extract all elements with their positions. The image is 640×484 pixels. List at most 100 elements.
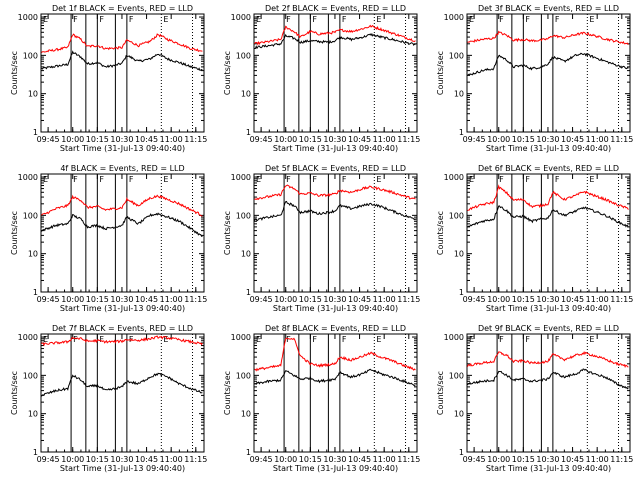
series-line-lld: [41, 335, 203, 347]
x-tick-label: 10:45: [348, 295, 371, 304]
panel-7: Det 7f BLACK = Events, RED = LLD 1 10 100 10…: [10, 324, 207, 473]
x-tick-label: 10:00: [274, 135, 297, 144]
event-marker-label: F: [99, 15, 104, 24]
event-marker-label: F: [312, 175, 317, 184]
x-tick-label: 10:00: [61, 455, 84, 464]
event-marker-label: F: [555, 175, 560, 184]
panel-title: Det 5f BLACK = Events, RED = LLD: [265, 164, 406, 173]
event-marker-label: F: [312, 15, 317, 24]
x-tick-label: 11:15: [184, 455, 207, 464]
x-axis-label: Start Time (31-Jul-13 09:40:40): [60, 464, 185, 473]
event-marker-label: F: [342, 15, 347, 24]
x-tick-label: 10:15: [299, 135, 322, 144]
event-marker-label: E: [43, 335, 48, 344]
x-tick-label: 10:45: [561, 455, 584, 464]
event-marker-label: E: [376, 175, 381, 184]
x-tick-label: 10:00: [274, 455, 297, 464]
x-tick-label: 10:15: [86, 455, 109, 464]
y-tick-label: 1: [33, 288, 38, 297]
plot-frame: [40, 13, 205, 133]
series-line-events: [467, 205, 629, 228]
x-tick-label: 10:30: [110, 295, 133, 304]
x-tick-label: 10:15: [86, 135, 109, 144]
event-marker-label: F: [499, 15, 504, 24]
event-marker-label: F: [286, 15, 291, 24]
y-axis-label: Counts/sec: [436, 211, 445, 255]
event-marker-label: F: [286, 335, 291, 344]
x-tick-label: 10:30: [323, 295, 346, 304]
y-axis-label: Counts/sec: [436, 51, 445, 95]
plot-frame: [466, 13, 631, 133]
event-marker-label: F: [129, 15, 134, 24]
panel-6: Det 6f BLACK = Events, RED = LLD 1 10 100 10…: [436, 164, 633, 313]
event-marker-label: F: [525, 335, 530, 344]
x-tick-label: 09:45: [250, 135, 273, 144]
y-tick-label: 10: [241, 250, 251, 259]
event-marker-label: E: [469, 335, 474, 344]
series-line-events: [254, 200, 416, 222]
panel-title: 4f BLACK = Events, RED = LLD: [60, 164, 184, 173]
x-tick-label: 10:45: [561, 135, 584, 144]
series-line-lld: [254, 24, 416, 46]
panel-9: Det 9f BLACK = Events, RED = LLD 1 10 100 10…: [436, 324, 633, 473]
y-tick-label: 100: [23, 371, 38, 380]
x-tick-label: 10:15: [86, 295, 109, 304]
y-tick-label: 1000: [444, 333, 464, 342]
y-tick-label: 1: [33, 448, 38, 457]
y-tick-label: 1: [246, 448, 251, 457]
series-line-events: [41, 212, 203, 238]
series-line-lld: [41, 33, 203, 53]
x-axis-label: Start Time (31-Jul-13 09:40:40): [273, 304, 398, 313]
y-tick-label: 1: [246, 128, 251, 137]
y-tick-label: 1000: [444, 173, 464, 182]
x-tick-label: 11:00: [160, 295, 183, 304]
x-axis-label: Start Time (31-Jul-13 09:40:40): [60, 144, 185, 153]
y-axis-label: Counts/sec: [223, 371, 232, 415]
y-tick-label: 1000: [18, 173, 38, 182]
panel-4: 4f BLACK = Events, RED = LLD 1 10 100 1000 09…: [10, 164, 207, 313]
y-tick-label: 100: [449, 51, 464, 60]
y-tick-label: 10: [241, 410, 251, 419]
series-line-events: [41, 372, 203, 397]
event-marker-label: F: [286, 175, 291, 184]
event-marker-label: E: [589, 335, 594, 344]
x-tick-label: 09:45: [250, 455, 273, 464]
y-tick-label: 100: [236, 371, 251, 380]
event-marker-label: F: [73, 175, 78, 184]
series-line-lld: [254, 184, 416, 201]
y-tick-label: 10: [28, 90, 38, 99]
event-marker-label: F: [525, 175, 530, 184]
plot-frame: [253, 173, 418, 293]
x-tick-label: 10:00: [274, 295, 297, 304]
event-marker-label: E: [376, 335, 381, 344]
event-marker-label: F: [555, 15, 560, 24]
panel-title: Det 7f BLACK = Events, RED = LLD: [52, 324, 193, 333]
y-tick-label: 1: [459, 448, 464, 457]
event-marker-label: E: [163, 175, 168, 184]
event-marker-label: E: [43, 175, 48, 184]
x-tick-label: 10:45: [135, 455, 158, 464]
panel-title: Det 9f BLACK = Events, RED = LLD: [478, 324, 619, 333]
event-marker-label: F: [73, 335, 78, 344]
event-marker-label: F: [499, 335, 504, 344]
x-tick-label: 11:00: [373, 135, 396, 144]
y-axis-label: Counts/sec: [10, 371, 19, 415]
event-marker-label: E: [256, 335, 261, 344]
x-tick-label: 10:15: [299, 295, 322, 304]
y-tick-label: 1000: [231, 333, 251, 342]
x-tick-label: 11:15: [610, 455, 633, 464]
plot-frame: [253, 333, 418, 453]
x-tick-label: 10:45: [561, 295, 584, 304]
x-tick-label: 10:00: [487, 295, 510, 304]
y-axis-label: Counts/sec: [436, 371, 445, 415]
y-tick-label: 1000: [18, 13, 38, 22]
x-tick-label: 10:45: [135, 135, 158, 144]
event-marker-label: F: [555, 335, 560, 344]
y-tick-label: 1: [459, 128, 464, 137]
y-tick-label: 1: [459, 288, 464, 297]
y-tick-label: 100: [23, 211, 38, 220]
y-tick-label: 1: [33, 128, 38, 137]
x-tick-label: 10:00: [61, 135, 84, 144]
x-tick-label: 10:45: [348, 455, 371, 464]
